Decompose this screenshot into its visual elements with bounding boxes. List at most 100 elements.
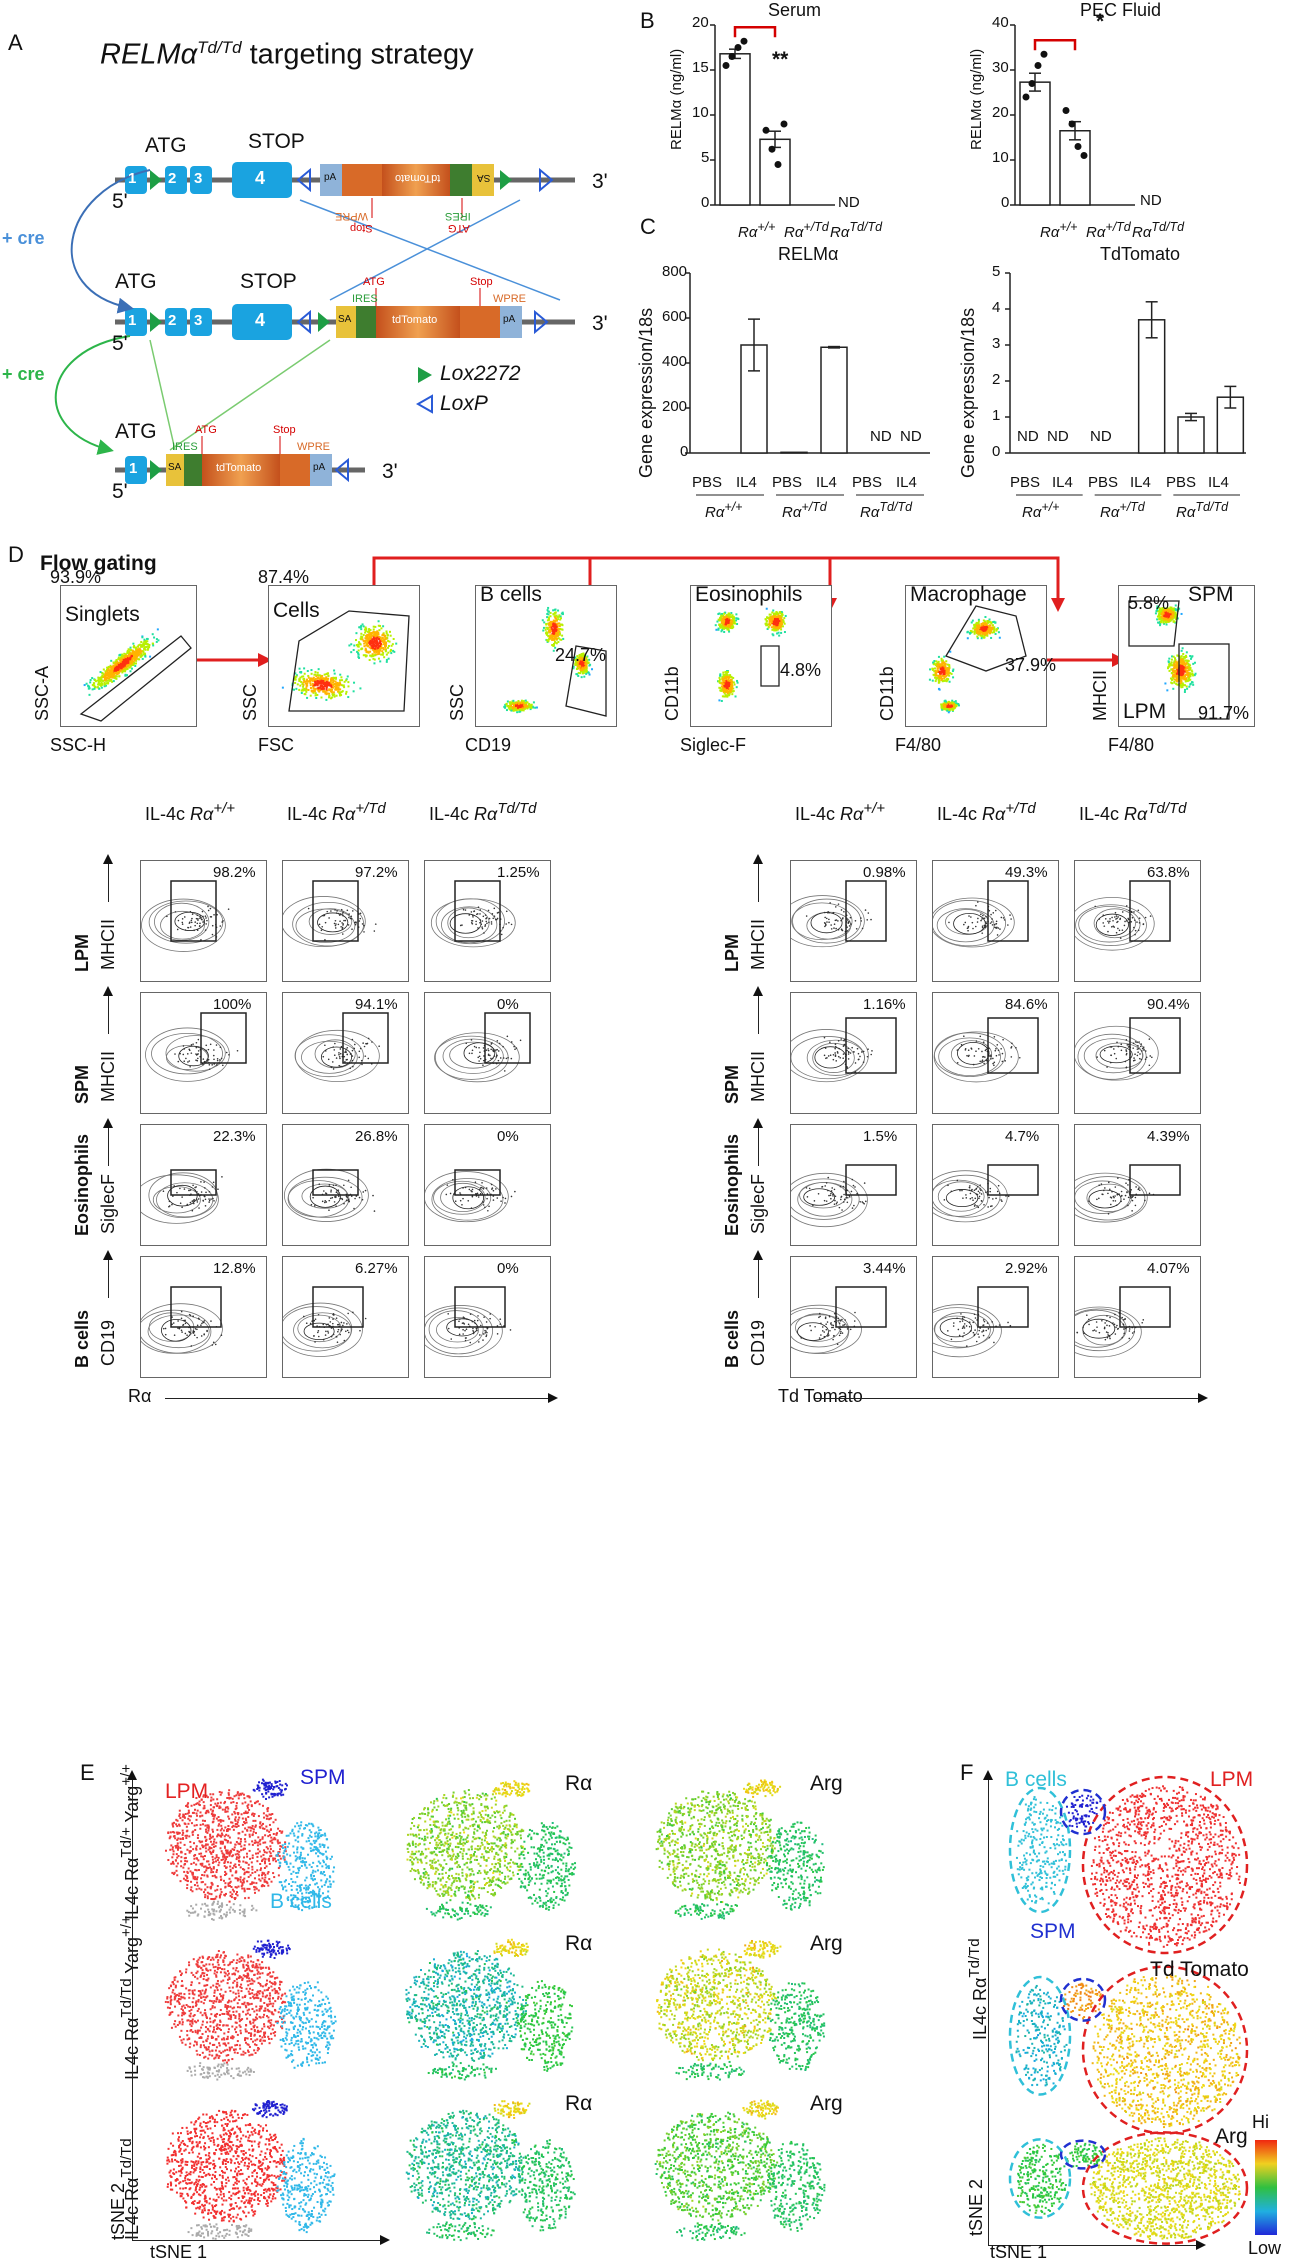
event-dot — [132, 660, 135, 663]
event-dot — [315, 696, 318, 699]
event-dot — [390, 644, 393, 647]
title-sup: Td/Td — [197, 38, 241, 57]
event-dot — [320, 929, 323, 932]
event-dot — [323, 685, 326, 688]
event-dot — [987, 628, 990, 631]
event-dot — [319, 684, 322, 687]
event-dot — [195, 917, 198, 920]
event-dot — [85, 682, 88, 685]
event-dot — [124, 668, 127, 671]
atg-label-1: ATG — [145, 134, 187, 158]
event-dot — [727, 612, 730, 615]
event-dot — [124, 674, 127, 677]
event-dot — [351, 1059, 354, 1062]
event-dot — [385, 644, 388, 647]
event-dot — [1182, 674, 1185, 677]
event-dot — [951, 699, 954, 702]
event-dot — [204, 929, 207, 931]
event-dot — [722, 680, 725, 683]
event-dot — [770, 616, 773, 619]
plus-cre-1: + cre — [2, 228, 45, 249]
td-title: TdTomato — [1100, 244, 1180, 265]
event-dot — [293, 678, 296, 681]
event-dot — [518, 708, 521, 711]
event-dot — [211, 924, 214, 927]
event-dot — [572, 667, 575, 670]
event-dot — [545, 626, 548, 629]
event-dot — [222, 920, 224, 922]
event-dot — [128, 650, 131, 653]
event-dot — [380, 645, 383, 648]
event-dot — [301, 688, 304, 691]
event-dot — [1192, 683, 1195, 686]
event-dot — [984, 620, 987, 623]
event-dot — [931, 679, 934, 682]
gating-y-label: MHCII — [1090, 670, 1111, 721]
event-dot — [314, 682, 317, 685]
event-dot — [936, 661, 939, 664]
event-dot — [131, 658, 134, 661]
event-dot — [1162, 621, 1165, 624]
gating-y-label: SSC — [447, 684, 468, 721]
event-dot — [1186, 687, 1189, 690]
event-dot — [326, 681, 329, 684]
event-dot — [294, 676, 297, 679]
gt: Rα — [1132, 224, 1151, 241]
event-dot — [197, 1046, 200, 1048]
event-dot — [949, 706, 952, 709]
event-dot — [1163, 619, 1166, 622]
atg-small-2: ATG — [363, 276, 385, 288]
event-dot — [373, 650, 376, 653]
event-dot — [344, 1051, 346, 1053]
event-dot — [132, 653, 135, 656]
event-dot — [1157, 614, 1160, 617]
event-dot — [588, 664, 591, 667]
event-dot — [354, 1043, 356, 1046]
event-dot — [117, 667, 120, 670]
event-dot — [207, 1058, 210, 1061]
event-dot — [312, 687, 315, 690]
event-dot — [720, 682, 723, 685]
event-dot — [127, 648, 130, 651]
event-dot — [303, 667, 306, 670]
event-dot — [733, 683, 736, 686]
event-dot — [479, 1051, 481, 1054]
event-dot — [1175, 616, 1178, 619]
gt: Rα — [860, 504, 879, 521]
event-dot — [371, 655, 374, 658]
gate — [342, 1012, 389, 1064]
event-dot — [145, 640, 148, 643]
event-dot — [513, 1045, 515, 1048]
event-dot — [476, 913, 479, 915]
event-dot — [376, 636, 379, 639]
event-dot — [114, 668, 117, 671]
event-dot — [334, 919, 337, 922]
event-dot — [377, 652, 380, 655]
event-dot — [129, 649, 132, 652]
event-dot — [199, 922, 201, 925]
event-dot — [1163, 609, 1166, 612]
event-dot — [780, 628, 783, 631]
event-dot — [718, 623, 721, 626]
event-dot — [320, 684, 323, 687]
event-dot — [117, 668, 120, 671]
event-dot — [183, 1188, 186, 1190]
event-dot — [357, 652, 360, 655]
event-dot — [104, 671, 107, 674]
event-dot — [725, 618, 728, 621]
event-dot — [143, 647, 146, 650]
event-dot — [367, 640, 370, 643]
event-dot — [493, 915, 496, 917]
event-dot — [358, 656, 361, 659]
event-dot — [718, 686, 721, 689]
event-dot — [954, 700, 957, 703]
event-dot — [181, 1196, 183, 1198]
event-dot — [485, 917, 487, 920]
event-dot — [340, 690, 343, 693]
density-plot — [1128, 600, 1230, 720]
atg-small-1: ATG — [448, 222, 470, 234]
event-dot — [340, 679, 343, 682]
event-dot — [1187, 679, 1190, 682]
event-dot — [997, 631, 1000, 634]
relm-ytick: 0 — [680, 443, 688, 460]
